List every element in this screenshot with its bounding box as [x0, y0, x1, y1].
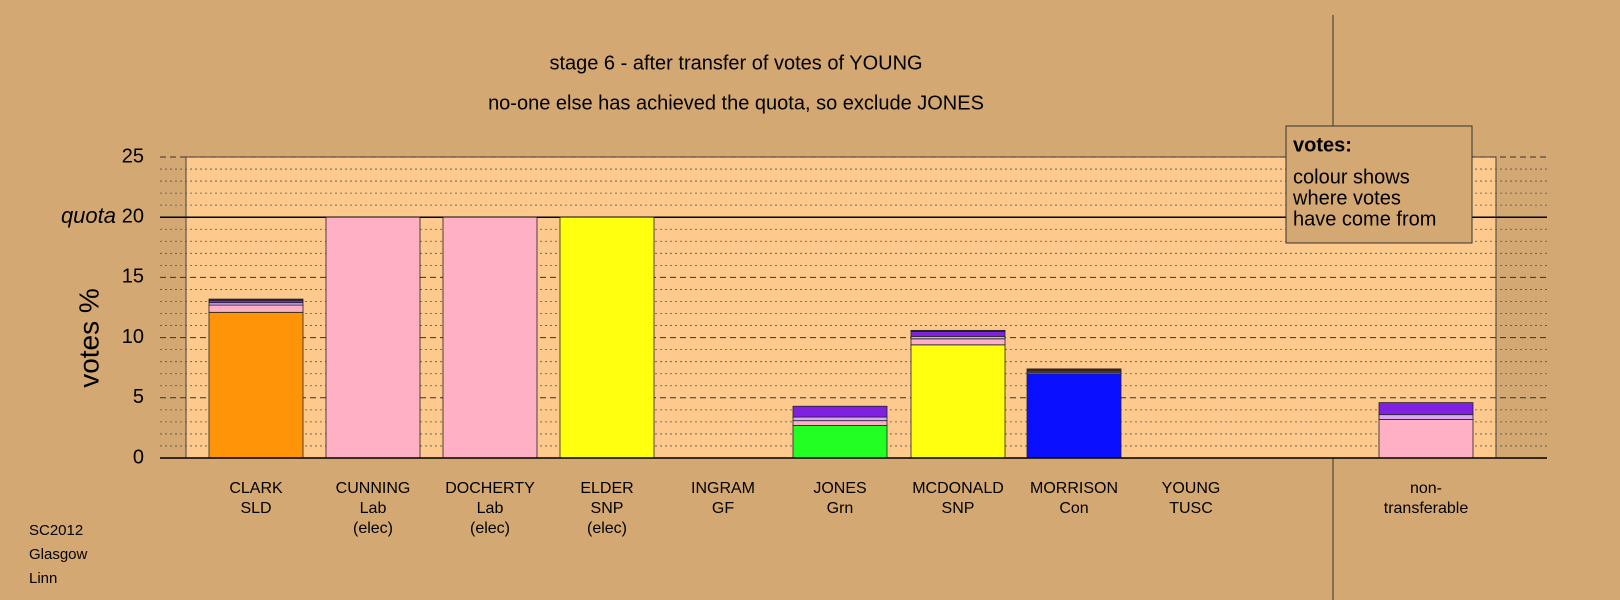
bar-segment: [1026, 368, 1122, 372]
x-tick-label: YOUNG: [1162, 480, 1221, 497]
legend-title: votes:: [1293, 134, 1352, 156]
x-tick-label: SLD: [240, 500, 271, 517]
legend-text: have come from: [1293, 208, 1436, 230]
x-tick-label: (elec): [353, 520, 393, 537]
x-tick-label: transferable: [1384, 500, 1469, 517]
x-tick-label: Lab: [477, 500, 504, 517]
x-tick-label: ELDER: [580, 480, 633, 497]
chart-title: stage 6 - after transfer of votes of YOU…: [549, 52, 922, 74]
x-tick-label: JONES: [813, 480, 866, 497]
legend-text: where votes: [1292, 187, 1401, 209]
chart-subtitle: no-one else has achieved the quota, so e…: [488, 92, 984, 114]
x-tick-label: MORRISON: [1030, 480, 1118, 497]
bar-segment: [208, 298, 304, 301]
x-tick-label: (elec): [470, 520, 510, 537]
x-tick-label: non-: [1410, 480, 1442, 497]
footer-text: Glasgow: [29, 546, 88, 563]
x-tick-label: GF: [712, 500, 734, 517]
bar-segment: [208, 311, 304, 459]
y-tick-label: 0: [133, 446, 144, 468]
x-tick-label: SNP: [591, 500, 624, 517]
x-tick-label: Grn: [827, 500, 854, 517]
x-tick-label: SNP: [942, 500, 975, 517]
footer-text: Linn: [29, 570, 57, 587]
bar-segment: [1378, 419, 1474, 459]
legend-box: [1285, 125, 1473, 244]
x-tick-label: TUSC: [1169, 500, 1213, 517]
x-tick-label: MCDONALD: [912, 480, 1004, 497]
bar-segment: [910, 329, 1006, 332]
x-tick-label: Con: [1059, 500, 1088, 517]
x-tick-label: CUNNING: [336, 480, 411, 497]
footer-text: SC2012: [29, 522, 83, 539]
bar-segment: [1026, 373, 1122, 459]
x-tick-label: DOCHERTY: [445, 480, 535, 497]
bar-segment: [1378, 402, 1474, 416]
bar-segment: [792, 416, 888, 422]
bar-segment: [910, 344, 1006, 459]
bar-segment: [442, 216, 538, 459]
y-tick-label: 20: [122, 205, 144, 227]
x-tick-label: Lab: [360, 500, 387, 517]
bar-segment: [910, 331, 1006, 337]
bar-segment: [1378, 414, 1474, 420]
x-tick-label: INGRAM: [691, 480, 755, 497]
bar-segment: [910, 338, 1006, 346]
bar-segment: [792, 420, 888, 426]
legend-text: colour shows: [1293, 166, 1410, 188]
x-tick-label: (elec): [587, 520, 627, 537]
y-axis-title: votes %: [73, 288, 104, 388]
x-tick-label: CLARK: [229, 480, 283, 497]
y-tick-label: 10: [122, 326, 144, 348]
y-tick-label: 15: [122, 266, 144, 288]
bar-segment: [792, 425, 888, 459]
y-tick-label: 25: [122, 145, 144, 167]
bar-segment: [792, 405, 888, 418]
bar-segment: [208, 304, 304, 313]
quota-label: quota: [61, 203, 116, 228]
bar-segment: [559, 216, 655, 459]
bar-segment: [325, 216, 421, 459]
y-tick-label: 5: [133, 386, 144, 408]
